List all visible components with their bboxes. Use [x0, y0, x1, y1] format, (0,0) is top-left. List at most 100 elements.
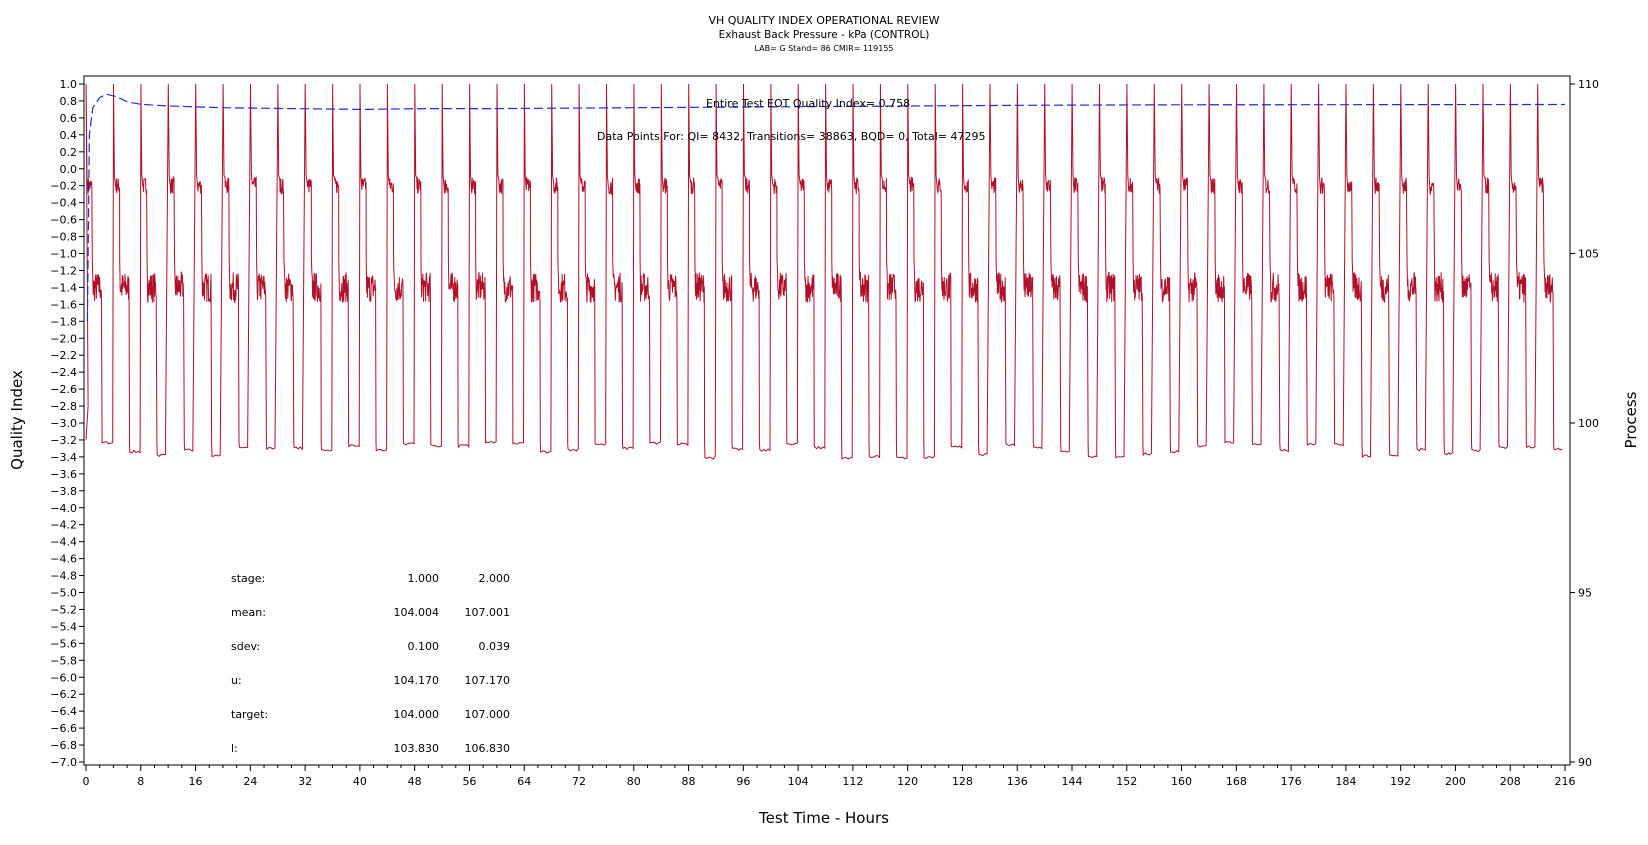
x-tick-label: 176 — [1281, 775, 1302, 788]
left-tick-label: −6.2 — [50, 688, 77, 701]
x-tick-label: 80 — [627, 775, 641, 788]
y-axis-label-left: Quality Index — [8, 370, 26, 470]
x-tick-label: 16 — [189, 775, 203, 788]
left-tick-label: −1.0 — [50, 248, 77, 261]
x-axis-ticks: 0 8 16 24 32 40 48 56 64 72 80 88 96 104 112 120 128 136 1… — [83, 765, 1576, 788]
stats-label: u: — [231, 674, 242, 687]
x-tick-label: 8 — [137, 775, 144, 788]
annotation-quality-index: Entire Test EOT Quality Index= 0.758 — [706, 97, 910, 110]
stats-label: sdev: — [231, 640, 260, 653]
left-tick-label: −2.8 — [50, 400, 77, 413]
x-axis-label: Test Time - Hours — [758, 809, 889, 827]
left-tick-label: −0.2 — [50, 180, 77, 193]
left-tick-label: 0.8 — [60, 95, 78, 108]
x-tick-label: 72 — [572, 775, 586, 788]
left-tick-label: −3.0 — [50, 417, 77, 430]
left-tick-label: −4.4 — [50, 536, 77, 549]
left-tick-label: −1.2 — [50, 264, 77, 277]
left-tick-label: −5.8 — [50, 654, 77, 667]
left-tick-label: −4.2 — [50, 519, 77, 532]
stats-label: l: — [231, 742, 238, 755]
x-tick-label: 48 — [408, 775, 422, 788]
x-tick-label: 200 — [1445, 775, 1466, 788]
right-tick-label: 105 — [1578, 248, 1599, 261]
stats-value-stage1: 104.170 — [394, 674, 440, 687]
x-tick-label: 64 — [517, 775, 531, 788]
x-tick-label: 144 — [1062, 775, 1083, 788]
left-tick-label: −5.6 — [50, 637, 77, 650]
x-tick-label: 88 — [682, 775, 696, 788]
stats-value-stage2: 0.039 — [479, 640, 511, 653]
chart-title: VH QUALITY INDEX OPERATIONAL REVIEW — [708, 14, 939, 27]
left-tick-label: −4.0 — [50, 502, 77, 515]
right-tick-label: 100 — [1578, 417, 1599, 430]
left-tick-label: 0.4 — [60, 129, 78, 142]
y-axis-label-right: Process — [1622, 391, 1640, 448]
chart-subtitle: Exhaust Back Pressure - kPa (CONTROL) — [719, 29, 930, 41]
x-tick-label: 32 — [298, 775, 312, 788]
left-tick-label: −2.0 — [50, 332, 77, 345]
left-tick-label: −6.8 — [50, 739, 77, 752]
left-tick-label: −0.4 — [50, 197, 77, 210]
chart-subtitle-lab: LAB= G Stand= 86 CMIR= 119155 — [754, 44, 893, 53]
left-tick-label: −2.4 — [50, 366, 77, 379]
plot-frame — [83, 75, 1571, 766]
x-tick-label: 168 — [1226, 775, 1247, 788]
stats-value-stage2: 107.000 — [465, 708, 511, 721]
series-layer — [85, 83, 1566, 460]
left-tick-label: −6.4 — [50, 705, 77, 718]
stats-value-stage1: 1.000 — [408, 572, 440, 585]
stats-label: stage: — [231, 572, 265, 585]
left-tick-label: −5.2 — [50, 603, 77, 616]
x-tick-label: 104 — [788, 775, 809, 788]
stats-value-stage2: 107.170 — [465, 674, 511, 687]
left-tick-label: −3.6 — [50, 468, 77, 481]
stats-value-stage1: 104.000 — [394, 708, 440, 721]
x-tick-label: 120 — [897, 775, 918, 788]
left-tick-label: 0.2 — [60, 146, 78, 159]
left-tick-label: −6.6 — [50, 722, 77, 735]
right-tick-label: 95 — [1578, 587, 1592, 600]
stats-value-stage1: 104.004 — [394, 606, 440, 619]
left-tick-label: −4.8 — [50, 570, 77, 583]
stats-label: target: — [231, 708, 268, 721]
left-tick-label: 0.6 — [60, 112, 78, 125]
left-tick-label: −5.4 — [50, 620, 77, 633]
stats-table: stage: 1.000 2.000 mean: 104.004 107.001 sdev:… — [231, 572, 510, 755]
left-axis-ticks: 1.0 0.8 0.6 0.4 0.2 0.0 −0.2 −0.4 −0.6 −0.8 −1.0 −1… — [50, 78, 84, 769]
stats-value-stage2: 2.000 — [479, 572, 511, 585]
left-tick-label: −3.4 — [50, 451, 77, 464]
stats-value-stage2: 106.830 — [465, 742, 511, 755]
x-tick-label: 152 — [1116, 775, 1137, 788]
x-tick-label: 96 — [736, 775, 750, 788]
left-tick-label: −0.6 — [50, 214, 77, 227]
x-tick-label: 24 — [243, 775, 257, 788]
stats-label: mean: — [231, 606, 266, 619]
x-tick-label: 208 — [1500, 775, 1521, 788]
quality-index-series-line — [86, 93, 1566, 322]
x-tick-label: 128 — [952, 775, 973, 788]
right-tick-label: 90 — [1578, 756, 1592, 769]
left-tick-label: −3.2 — [50, 434, 77, 447]
left-tick-label: −1.8 — [50, 315, 77, 328]
x-tick-label: 136 — [1007, 775, 1028, 788]
left-tick-label: −1.6 — [50, 298, 77, 311]
x-tick-label: 0 — [83, 775, 90, 788]
x-tick-label: 184 — [1335, 775, 1356, 788]
stats-value-stage2: 107.001 — [465, 606, 511, 619]
left-tick-label: −7.0 — [50, 756, 77, 769]
left-tick-label: −5.0 — [50, 587, 77, 600]
x-tick-label: 40 — [353, 775, 367, 788]
process-series-line — [85, 83, 1563, 460]
left-tick-label: −4.6 — [50, 553, 77, 566]
left-tick-label: 0.0 — [60, 163, 78, 176]
left-tick-label: −2.6 — [50, 383, 77, 396]
x-tick-label: 112 — [842, 775, 863, 788]
right-axis-ticks: 110 105 100 95 90 — [1570, 78, 1599, 769]
x-tick-label: 160 — [1171, 775, 1192, 788]
right-tick-label: 110 — [1578, 78, 1599, 91]
left-tick-label: −6.0 — [50, 671, 77, 684]
stats-value-stage1: 0.100 — [408, 640, 440, 653]
stats-value-stage1: 103.830 — [394, 742, 440, 755]
